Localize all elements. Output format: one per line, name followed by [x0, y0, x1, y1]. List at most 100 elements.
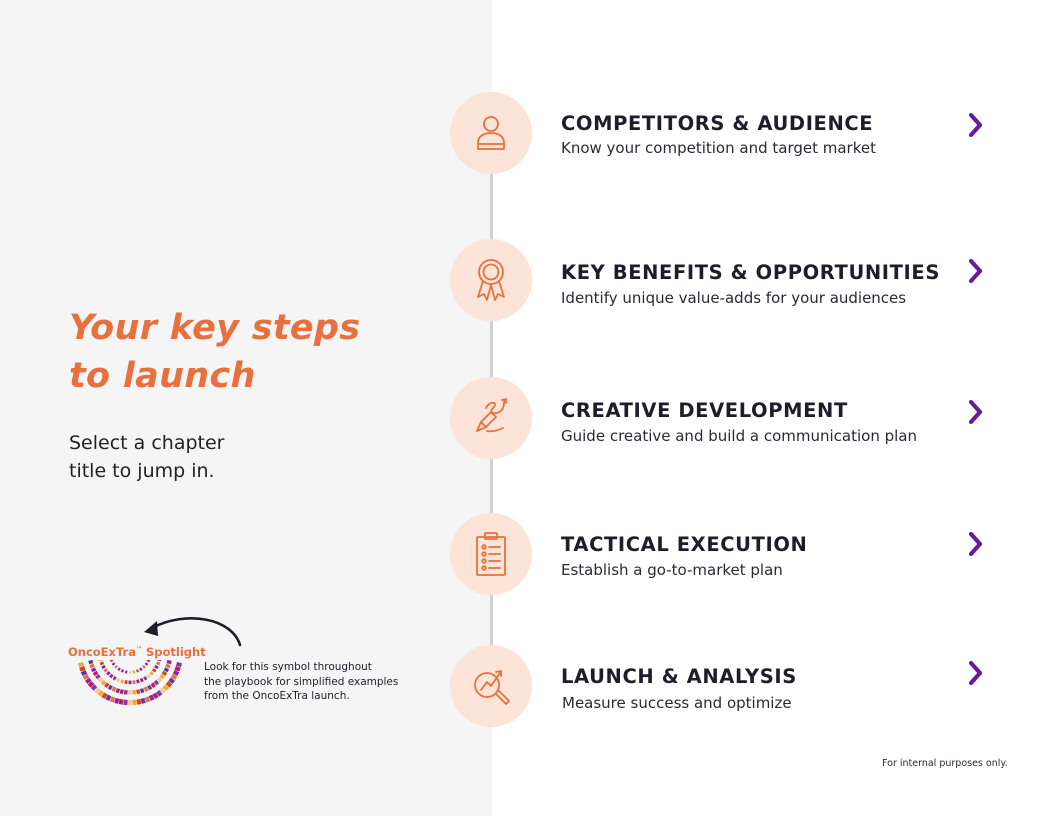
chevron-right-icon[interactable]	[966, 111, 986, 139]
spotlight-arc-tile	[87, 681, 95, 688]
spotlight-arc-tile	[144, 696, 151, 703]
spotlight-arc-tile	[162, 684, 170, 691]
spotlight-word: Spotlight	[141, 645, 206, 659]
spotlight-arc-tile	[112, 675, 117, 681]
spotlight-logo: OncoExTra™ Spotlight	[68, 645, 206, 659]
spotlight-arc-tile	[128, 700, 132, 706]
spotlight-arc-tile	[124, 670, 128, 674]
spotlight-note-line2: the playbook for simplified examples	[204, 675, 399, 688]
step-icon-circle	[450, 92, 532, 174]
clipboard-checklist-icon	[476, 532, 506, 576]
spotlight-arc-tile	[139, 677, 144, 683]
chevron-right-icon[interactable]	[966, 257, 986, 285]
spotlight-arc-tile	[128, 670, 132, 674]
step-title: KEY BENEFITS & OPPORTUNITIES	[561, 261, 940, 284]
step-icon-circle	[450, 513, 532, 595]
spotlight-arc-tile	[94, 687, 101, 694]
spotlight-arc-tile	[120, 679, 124, 684]
spotlight-arc-tile	[132, 699, 137, 706]
spotlight-arc-tile	[90, 684, 98, 691]
spotlight-arc-tile	[153, 679, 160, 686]
spotlight-arc-tile	[89, 663, 95, 669]
spotlight-arc-tile	[136, 679, 140, 684]
spotlight-arc-tile	[161, 670, 168, 676]
spotlight-arc-tile	[101, 692, 108, 699]
chapter-link-key-benefits[interactable]: KEY BENEFITS & OPPORTUNITIES Identify un…	[450, 239, 1010, 329]
page-title-line1: Your key steps	[69, 308, 361, 348]
spotlight-arc-tile	[123, 699, 128, 706]
step-description: Identify unique value-adds for your audi…	[561, 289, 907, 307]
spotlight-arc-tile	[114, 665, 118, 669]
instruction-line2: title to jump in.	[69, 460, 215, 482]
spotlight-brand: OncoExTra	[68, 645, 136, 659]
step-title: TACTICAL EXECUTION	[561, 533, 808, 556]
spotlight-arc-tile	[95, 674, 101, 680]
chapter-link-competitors-audience[interactable]: COMPETITORS & AUDIENCE Know your competi…	[450, 92, 1010, 182]
spotlight-note: Look for this symbol throughout the play…	[204, 660, 419, 704]
chevron-right-icon[interactable]	[966, 659, 986, 687]
spotlight-arc-tile	[172, 670, 180, 676]
spotlight-arc-tile	[154, 664, 159, 670]
spotlight-arc-tile	[132, 680, 136, 685]
spotlight-arc-tile	[114, 697, 120, 704]
spotlight-arc-tile	[174, 666, 181, 672]
trademark-mark: ™	[135, 646, 142, 654]
spotlight-arc-tile	[132, 670, 136, 674]
page-title: Your key steps to launch	[69, 304, 429, 400]
spotlight-arc-tile	[92, 670, 99, 676]
spotlight-arc-tile	[90, 667, 97, 673]
right-panel	[492, 0, 1056, 816]
spotlight-arc-tile	[155, 661, 161, 666]
step-description: Know your competition and target market	[561, 139, 876, 157]
magnifier-chart-icon	[474, 670, 510, 705]
step-title: CREATIVE DEVELOPMENT	[561, 399, 848, 422]
spotlight-arc-tile	[168, 677, 175, 684]
spotlight-arc-tile	[159, 674, 165, 680]
chevron-right-icon[interactable]	[966, 398, 986, 426]
left-panel	[0, 0, 492, 816]
spotlight-arc-tile	[142, 665, 146, 669]
spotlight-arc-tile	[98, 660, 103, 662]
spotlight-arc-tile	[123, 689, 128, 695]
spotlight-arc-tile	[97, 690, 104, 697]
curved-arrow-icon	[144, 617, 242, 647]
chevron-right-icon[interactable]	[966, 530, 986, 558]
spotlight-arc-tile	[159, 687, 166, 694]
spotlight-arc-tile	[100, 679, 107, 686]
chapter-link-tactical-execution[interactable]: TACTICAL EXECUTION Establish a go-to-mar…	[450, 513, 1010, 603]
footnote: For internal purposes only.	[882, 758, 1008, 769]
chapter-link-creative-development[interactable]: CREATIVE DEVELOPMENT Guide creative and …	[450, 377, 1010, 467]
spotlight-arc-tile	[157, 660, 162, 662]
step-description: Measure success and optimize	[562, 694, 792, 712]
spotlight-arc-tile	[109, 660, 114, 663]
spotlight-arc-tile	[148, 694, 155, 701]
spotlight-arc-tile	[165, 681, 173, 688]
spotlight-arc-tile	[139, 667, 143, 672]
spotlight-arc-tile	[117, 667, 121, 672]
spotlight-arc-tile	[170, 673, 178, 680]
page-instruction: Select a chapter title to jump in.	[69, 429, 329, 485]
spotlight-arc-tile	[128, 680, 132, 685]
spotlight-arc-tile	[163, 667, 170, 673]
spotlight-arc-tile	[139, 688, 145, 694]
spotlight-arc-tile	[135, 669, 140, 673]
spotlight-arc-tile	[124, 680, 128, 685]
spotlight-note-line1: Look for this symbol throughout	[204, 661, 372, 673]
step-icon-circle	[450, 645, 532, 727]
spotlight-arc-icon	[78, 660, 182, 706]
spotlight-arc-tile	[85, 677, 92, 684]
spotlight-arc-tile	[115, 688, 121, 694]
spotlight-arc-tile	[116, 677, 121, 683]
spotlight-arc-tile	[80, 670, 88, 676]
step-description: Guide creative and build a communication…	[561, 427, 918, 445]
chapter-link-launch-analysis[interactable]: LAUNCH & ANALYSIS Measure success and op…	[450, 645, 1010, 735]
spotlight-arc-tile	[120, 669, 125, 673]
spotlight-arc-tile	[111, 686, 117, 692]
spotlight-arc-tile	[132, 689, 137, 695]
spotlight-arc-tile	[175, 661, 182, 668]
spotlight-arc-tile	[88, 660, 94, 665]
spotlight-arc-tile	[156, 690, 163, 697]
step-description: Establish a go-to-market plan	[561, 561, 783, 579]
award-ribbon-icon	[477, 259, 505, 301]
step-title: LAUNCH & ANALYSIS	[561, 665, 797, 688]
